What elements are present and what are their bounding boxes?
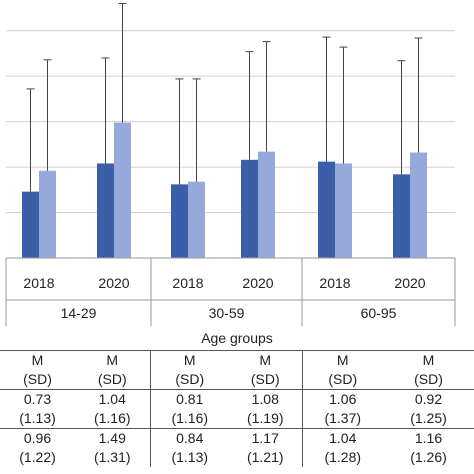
cell-sd: (1.28)	[324, 449, 362, 465]
bar	[39, 170, 56, 258]
bar	[22, 191, 39, 258]
table-cell: 1.06 (1.37)	[302, 389, 383, 429]
table-row: M (SD) M (SD) M (SD) M (SD) M (SD) M (SD)	[0, 350, 474, 390]
cell-sd: (1.19)	[246, 410, 284, 426]
cell-mean: 1.17	[251, 430, 279, 446]
x-axis-title: Age groups	[201, 330, 273, 346]
bar	[171, 184, 188, 258]
table-cell: M (SD)	[75, 350, 151, 390]
year-tick-label: 2020	[394, 275, 425, 291]
cell-mean: M	[183, 352, 196, 368]
table-cell: 1.04 (1.28)	[302, 429, 383, 468]
cell-sd: (1.16)	[93, 410, 131, 426]
bar	[241, 159, 258, 258]
table-cell: 0.73 (1.13)	[0, 389, 75, 429]
stats-table: M (SD) M (SD) M (SD) M (SD) M (SD) M (SD) 0.73 (1.13)…	[0, 350, 474, 467]
table-cell: 0.81 (1.16)	[150, 389, 229, 429]
year-tick-label: 2018	[319, 275, 350, 291]
table-cell: 0.96 (1.22)	[0, 429, 75, 468]
cell-sd: (SD)	[97, 371, 127, 387]
bar	[318, 161, 335, 258]
cell-mean: 1.04	[98, 391, 126, 407]
cell-mean: 0.96	[23, 430, 52, 446]
cell-sd: (1.31)	[93, 449, 131, 465]
table-cell: 0.92 (1.25)	[383, 389, 474, 429]
age-group-label: 14-29	[61, 305, 97, 321]
cell-sd: (SD)	[175, 371, 205, 387]
bar	[188, 181, 205, 258]
error-bars	[26, 2, 423, 192]
cell-mean: M	[422, 352, 435, 368]
cell-sd: (SD)	[250, 371, 280, 387]
cell-mean: M	[259, 352, 272, 368]
bar	[393, 174, 410, 258]
table-row: 0.73 (1.13) 1.04 (1.16) 0.81 (1.16) 1.08 (1.19)…	[0, 389, 474, 429]
bar	[114, 122, 131, 258]
bar	[97, 163, 114, 258]
table-cell: M (SD)	[0, 350, 75, 390]
bar	[335, 163, 352, 258]
bar	[410, 152, 427, 258]
cell-mean: 1.49	[98, 430, 126, 446]
year-tick-label: 2020	[242, 275, 273, 291]
table-row: 0.96 (1.22) 1.49 (1.31) 0.84 (1.13) 1.17 (1.21)…	[0, 428, 474, 468]
cell-mean: 1.06	[329, 391, 357, 407]
cell-sd: (SD)	[328, 371, 358, 387]
cell-mean: 1.04	[329, 430, 357, 446]
table-cell: 1.08 (1.19)	[229, 389, 303, 429]
cell-mean: 0.92	[414, 391, 443, 407]
cell-sd: (1.16)	[171, 410, 209, 426]
cell-sd: (1.13)	[19, 410, 56, 426]
cell-mean: M	[336, 352, 349, 368]
cell-sd: (1.22)	[19, 449, 56, 465]
bar	[258, 151, 275, 258]
age-group-label: 30-59	[209, 305, 245, 321]
cell-sd: (1.37)	[324, 410, 362, 426]
cell-mean: 0.81	[176, 391, 204, 407]
cell-mean: M	[106, 352, 119, 368]
cell-mean: 1.16	[414, 430, 443, 446]
cell-mean: 1.08	[251, 391, 279, 407]
cell-sd: (1.21)	[246, 449, 284, 465]
age-group-label: 60-95	[361, 305, 397, 321]
cell-sd: (SD)	[414, 371, 443, 387]
gridlines	[6, 30, 455, 214]
table-cell: 1.17 (1.21)	[229, 428, 303, 467]
cell-sd: (SD)	[23, 371, 52, 387]
year-tick-label: 2018	[23, 275, 54, 291]
cell-mean: M	[31, 352, 44, 368]
year-tick-label: 2020	[98, 275, 129, 291]
table-cell: M (SD)	[302, 350, 383, 390]
year-tick-label: 2018	[172, 275, 203, 291]
cell-mean: 0.73	[23, 391, 52, 407]
table-cell: M (SD)	[150, 350, 229, 390]
table-cell: M (SD)	[383, 350, 474, 390]
table-cell: 0.84 (1.13)	[150, 429, 229, 468]
cell-sd: (1.13)	[171, 449, 209, 465]
cell-sd: (1.25)	[410, 410, 447, 426]
bars	[22, 122, 427, 258]
table-cell: M (SD)	[229, 350, 303, 390]
table-cell: 1.49 (1.31)	[75, 428, 151, 467]
table-cell: 1.04 (1.16)	[75, 389, 151, 429]
cell-sd: (1.26)	[410, 449, 447, 465]
table-cell: 1.16 (1.26)	[383, 429, 474, 468]
cell-mean: 0.84	[176, 430, 204, 446]
